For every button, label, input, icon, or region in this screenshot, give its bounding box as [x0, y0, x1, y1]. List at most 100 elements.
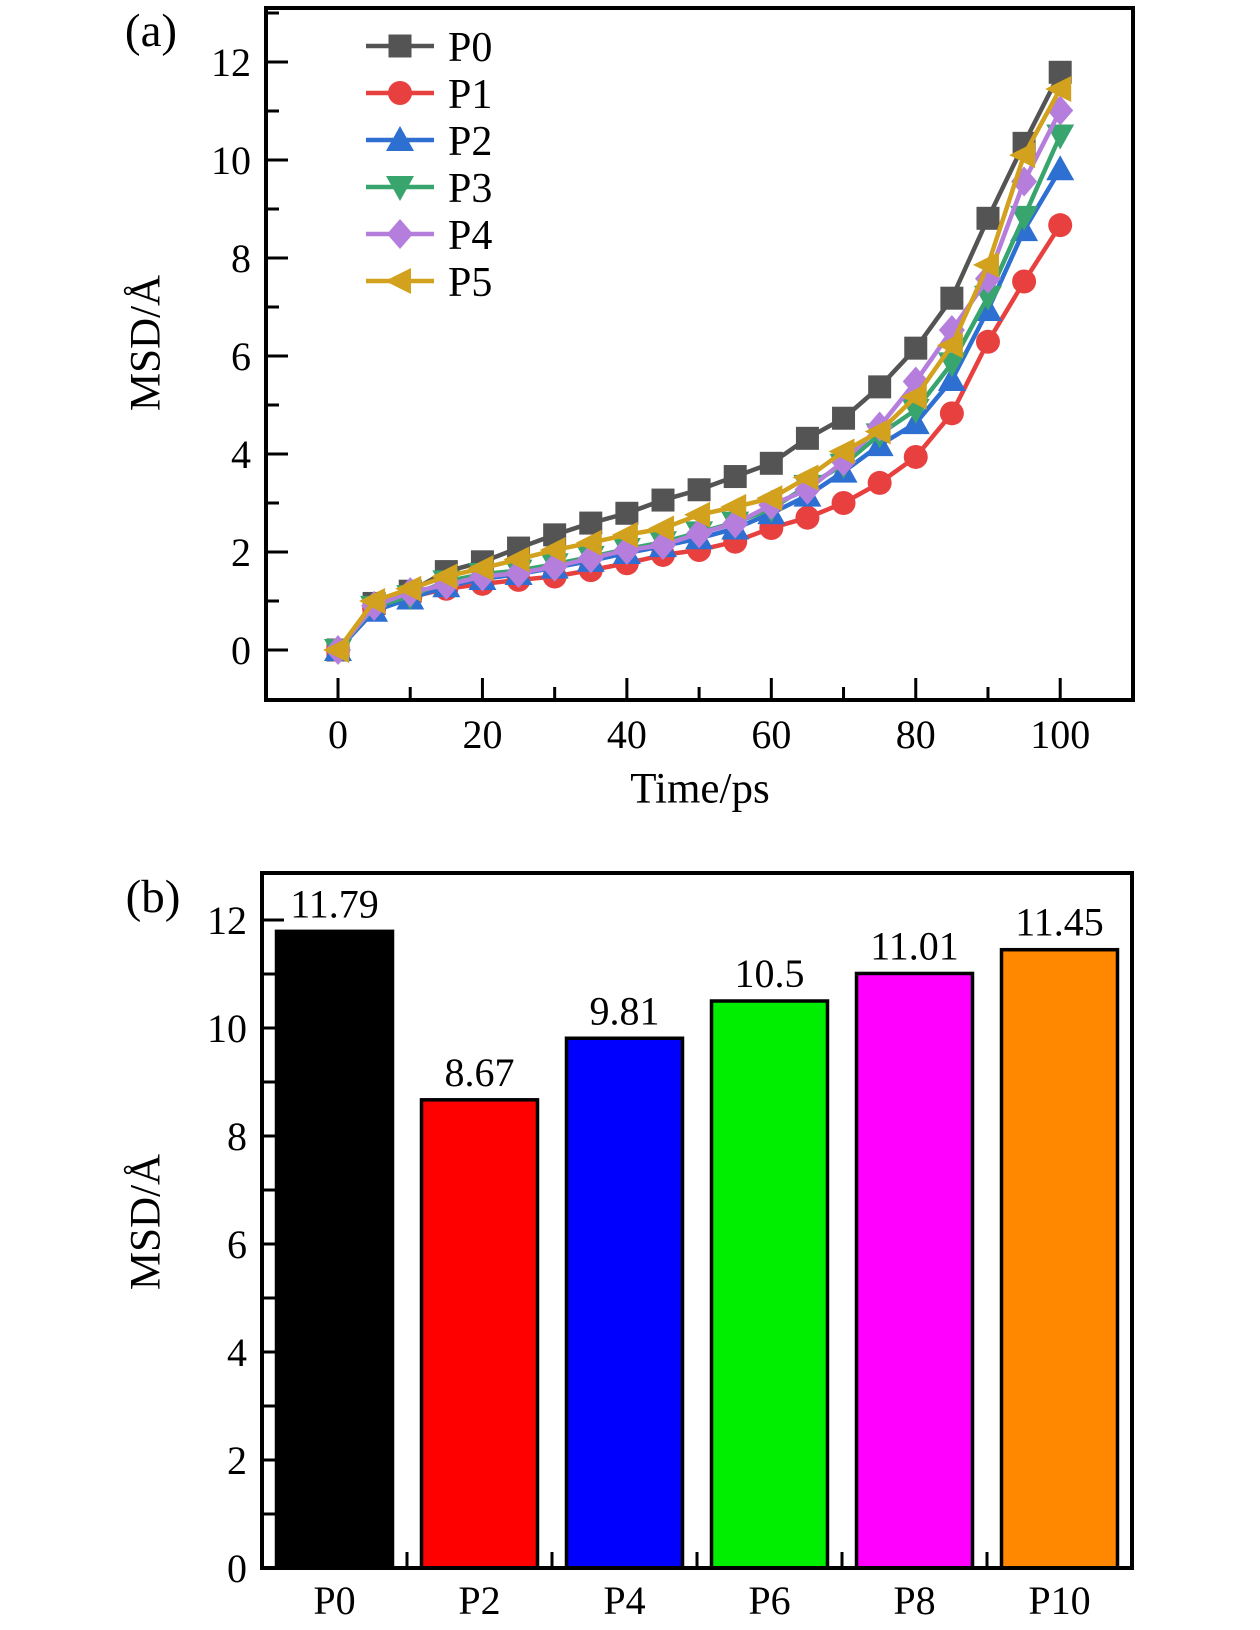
bar-P2 — [419, 1098, 540, 1570]
x-tick-label: 20 — [462, 712, 502, 757]
data-point-P0 — [615, 501, 639, 525]
data-point-P5 — [900, 383, 927, 410]
data-point-P5 — [395, 575, 422, 602]
data-point-P5 — [792, 464, 819, 491]
panel-a-x-axis-title: Time/ps — [630, 765, 770, 813]
data-point-P2 — [1046, 155, 1075, 181]
y-tick-label: 6 — [227, 1222, 247, 1267]
data-point-P5 — [720, 493, 747, 520]
series-line-P5 — [323, 75, 1072, 663]
legend-marker-P4 — [387, 219, 413, 249]
y-axis-ticks-a — [268, 11, 288, 652]
panel-a-tag: (a) — [124, 5, 178, 57]
bar-P6 — [709, 999, 830, 1570]
legend-item-P2: P2 — [366, 119, 492, 165]
legend-item-P1: P1 — [366, 72, 492, 118]
y-tick-label: 2 — [231, 530, 251, 575]
category-label-P0: P0 — [313, 1578, 355, 1623]
data-point-P5 — [864, 418, 891, 445]
legend-item-P5: P5 — [366, 260, 492, 306]
data-point-P0 — [832, 406, 856, 430]
data-point-P5 — [503, 546, 530, 573]
data-point-P1 — [975, 329, 1000, 354]
bar-P4 — [564, 1036, 685, 1570]
bar-value-labels: 11.79 8.67 9.81 10.5 11.01 11.45 — [290, 881, 1104, 1094]
data-point-P5 — [467, 555, 494, 582]
bar-P0 — [274, 929, 395, 1570]
data-point-P4 — [686, 518, 713, 549]
data-point-P0 — [976, 206, 1000, 230]
y-tick-label: 12 — [211, 40, 251, 85]
panel-b-y-axis-title: MSD/Å — [122, 1153, 170, 1291]
data-point-P5 — [611, 521, 638, 548]
legend-label-P1: P1 — [448, 72, 492, 118]
data-point-P5 — [1045, 75, 1072, 102]
data-point-P3 — [1046, 124, 1075, 150]
data-point-P5 — [684, 501, 711, 528]
category-label-P2: P2 — [458, 1578, 500, 1623]
panel-b-bar-chart: 0 2 4 6 8 10 12 11.79 8.67 9.81 10.5 11.01 11.45 P0 P2… — [207, 871, 1134, 1623]
data-point-P0 — [687, 478, 711, 502]
data-point-P1 — [831, 491, 856, 515]
legend-label-P5: P5 — [448, 260, 492, 306]
y-tick-label: 6 — [231, 334, 251, 379]
legend-label-P3: P3 — [448, 166, 492, 212]
x-axis-tick-labels-a: 0 20 40 60 80 100 — [328, 712, 1090, 757]
data-point-P5 — [359, 588, 386, 614]
data-point-P5 — [828, 438, 855, 465]
x-tick-label: 40 — [607, 712, 647, 757]
bar-value-label-P6: 10.5 — [735, 951, 805, 996]
data-point-P1 — [795, 505, 820, 530]
plot-frame-a — [264, 6, 1135, 702]
data-point-P0 — [579, 511, 603, 535]
data-point-P0 — [1048, 60, 1072, 84]
category-labels: P0 P2 P4 P6 P8 P10 — [313, 1578, 1090, 1623]
data-point-P3 — [1010, 205, 1039, 231]
data-point-P0 — [940, 286, 964, 310]
data-point-P1 — [1012, 269, 1037, 294]
data-point-P0 — [904, 336, 928, 360]
data-point-P1 — [1048, 213, 1073, 238]
data-point-P0 — [868, 375, 892, 399]
x-axis-boundary-ticks-b — [405, 1552, 989, 1566]
category-label-P10: P10 — [1028, 1578, 1090, 1623]
legend-marker-P0 — [388, 34, 412, 58]
category-label-P6: P6 — [748, 1578, 790, 1623]
bar-P10 — [999, 947, 1120, 1570]
data-point-P1 — [867, 470, 892, 495]
data-point-P5 — [431, 563, 458, 590]
data-point-P2 — [937, 366, 966, 392]
bar-value-label-P8: 11.01 — [870, 923, 959, 968]
legend-marker-P3 — [386, 176, 414, 201]
x-tick-label: 60 — [751, 712, 791, 757]
bar-value-label-P0: 11.79 — [290, 881, 379, 926]
category-label-P8: P8 — [893, 1578, 935, 1623]
legend-label-P0: P0 — [448, 25, 492, 71]
bars — [274, 929, 1120, 1570]
data-point-P0 — [795, 426, 819, 450]
bar-P8 — [854, 971, 975, 1570]
panel-a-y-axis-title: MSD/Å — [122, 274, 170, 412]
legend-label-P4: P4 — [448, 213, 492, 259]
y-tick-label: 8 — [227, 1114, 247, 1159]
y-axis-tick-labels-a: 0 2 4 6 8 10 12 — [211, 40, 251, 673]
y-axis-tick-labels-b: 0 2 4 6 8 10 12 — [207, 898, 247, 1591]
legend-item-P4: P4 — [366, 213, 492, 259]
bar-value-label-P2: 8.67 — [445, 1050, 515, 1095]
data-point-P5 — [647, 515, 674, 542]
data-point-P5 — [936, 332, 963, 359]
y-tick-label: 0 — [227, 1546, 247, 1591]
x-tick-label: 0 — [328, 712, 348, 757]
legend-label-P2: P2 — [448, 119, 492, 165]
x-tick-label: 80 — [896, 712, 936, 757]
data-point-P0 — [759, 451, 783, 475]
x-axis-ticks-a — [336, 678, 1062, 698]
y-tick-label: 4 — [227, 1330, 247, 1375]
y-tick-label: 4 — [231, 432, 251, 477]
y-tick-label: 12 — [207, 898, 247, 943]
data-point-P5 — [1009, 142, 1036, 169]
data-point-P1 — [939, 401, 964, 426]
data-point-P5 — [972, 251, 999, 278]
